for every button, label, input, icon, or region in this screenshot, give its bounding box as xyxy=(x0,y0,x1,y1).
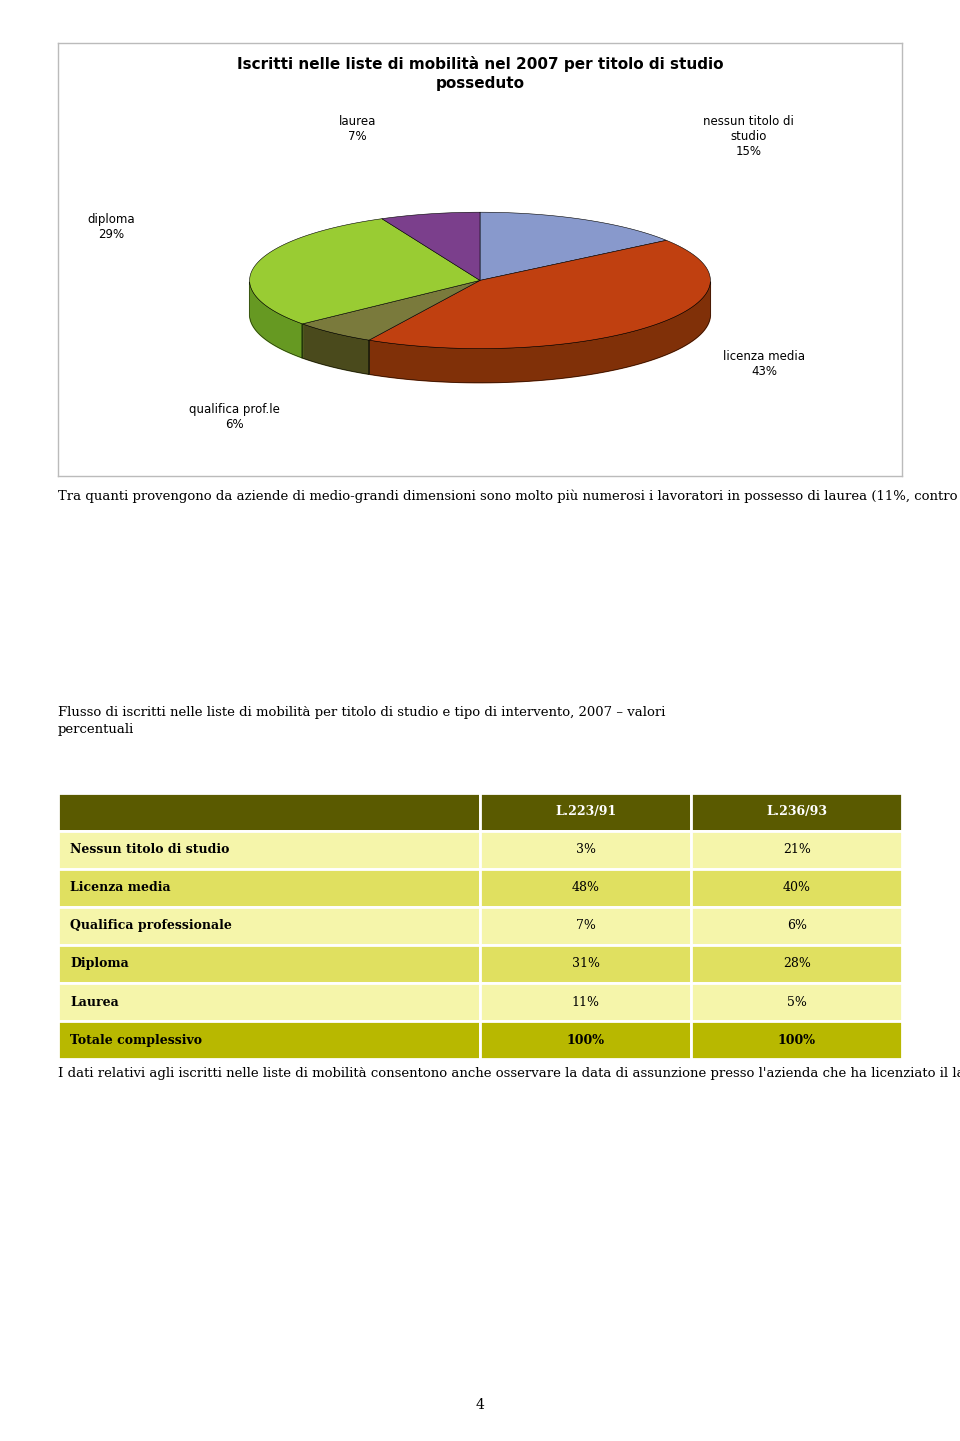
Polygon shape xyxy=(382,212,480,281)
Polygon shape xyxy=(369,241,710,349)
Bar xyxy=(58,906,480,945)
Text: licenza media
43%: licenza media 43% xyxy=(723,350,805,378)
Bar xyxy=(691,1022,902,1059)
Text: qualifica prof.le
6%: qualifica prof.le 6% xyxy=(189,403,279,431)
Text: 4: 4 xyxy=(475,1398,485,1412)
Bar xyxy=(480,793,691,830)
Text: 40%: 40% xyxy=(782,882,811,895)
Text: 31%: 31% xyxy=(571,957,600,970)
Text: 48%: 48% xyxy=(571,882,600,895)
Text: nessun titolo di
studio
15%: nessun titolo di studio 15% xyxy=(704,115,794,159)
Bar xyxy=(58,1022,480,1059)
Text: 6%: 6% xyxy=(787,919,806,932)
Text: Nessun titolo di studio: Nessun titolo di studio xyxy=(70,843,229,856)
Bar xyxy=(58,830,480,869)
Bar xyxy=(480,945,691,983)
Text: 100%: 100% xyxy=(778,1033,816,1046)
Text: 28%: 28% xyxy=(782,957,811,970)
Bar xyxy=(691,830,902,869)
Text: 11%: 11% xyxy=(571,996,600,1009)
Text: 7%: 7% xyxy=(576,919,595,932)
Bar xyxy=(480,983,691,1022)
Bar xyxy=(480,1022,691,1059)
Polygon shape xyxy=(302,281,480,340)
Text: 3%: 3% xyxy=(576,843,595,856)
Bar xyxy=(58,945,480,983)
Polygon shape xyxy=(480,212,666,281)
Text: 21%: 21% xyxy=(782,843,811,856)
Bar xyxy=(691,793,902,830)
Text: Licenza media: Licenza media xyxy=(70,882,171,895)
Bar xyxy=(691,983,902,1022)
Text: Flusso di iscritti nelle liste di mobilità per titolo di studio e tipo di interv: Flusso di iscritti nelle liste di mobili… xyxy=(58,706,665,736)
Text: Totale complessivo: Totale complessivo xyxy=(70,1033,203,1046)
Text: laurea
7%: laurea 7% xyxy=(339,115,375,143)
Text: Iscritti nelle liste di mobilità nel 2007 per titolo di studio
posseduto: Iscritti nelle liste di mobilità nel 200… xyxy=(237,56,723,91)
Bar xyxy=(691,906,902,945)
Bar xyxy=(58,869,480,906)
Text: diploma
29%: diploma 29% xyxy=(87,213,135,241)
Text: I dati relativi agli iscritti nelle liste di mobilità consentono anche osservare: I dati relativi agli iscritti nelle list… xyxy=(58,1066,960,1079)
Bar xyxy=(691,869,902,906)
Polygon shape xyxy=(250,219,480,324)
Bar xyxy=(480,869,691,906)
Text: L.236/93: L.236/93 xyxy=(766,806,828,818)
Text: Laurea: Laurea xyxy=(70,996,119,1009)
Text: L.223/91: L.223/91 xyxy=(555,806,616,818)
Bar xyxy=(58,793,480,830)
Polygon shape xyxy=(369,282,710,383)
Text: Tra quanti provengono da aziende di medio-grandi dimensioni sono molto più numer: Tra quanti provengono da aziende di medi… xyxy=(58,490,960,503)
Polygon shape xyxy=(250,282,302,357)
Text: 100%: 100% xyxy=(566,1033,605,1046)
Polygon shape xyxy=(302,324,369,375)
Bar xyxy=(480,830,691,869)
Text: 5%: 5% xyxy=(787,996,806,1009)
Bar xyxy=(58,983,480,1022)
Bar xyxy=(480,906,691,945)
Bar xyxy=(691,945,902,983)
Text: Diploma: Diploma xyxy=(70,957,129,970)
Text: Qualifica professionale: Qualifica professionale xyxy=(70,919,232,932)
